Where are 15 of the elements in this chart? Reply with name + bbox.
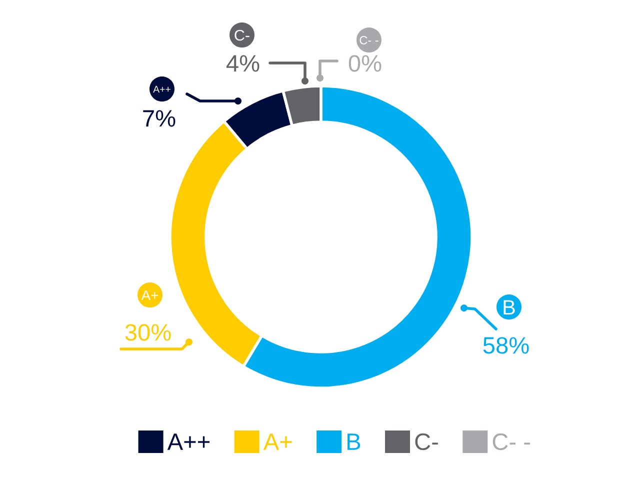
category-label: B xyxy=(348,434,360,450)
category-label: C- - xyxy=(360,36,378,44)
legend-label: C- xyxy=(415,433,438,450)
data-label: 7% xyxy=(143,110,176,127)
data-label: 58% xyxy=(483,337,529,354)
slice-label: A+ xyxy=(141,290,158,300)
text: 0% xyxy=(348,55,382,72)
data-label: 30% xyxy=(125,324,171,341)
data-label: 4% xyxy=(226,55,260,72)
category-label: A++ xyxy=(153,86,170,93)
legend-label: A++ xyxy=(167,434,210,450)
legend-label: B xyxy=(504,300,515,315)
category-label: C- xyxy=(234,30,250,41)
legend-label: A+ xyxy=(263,434,292,450)
legend-label: C- - xyxy=(492,433,530,450)
